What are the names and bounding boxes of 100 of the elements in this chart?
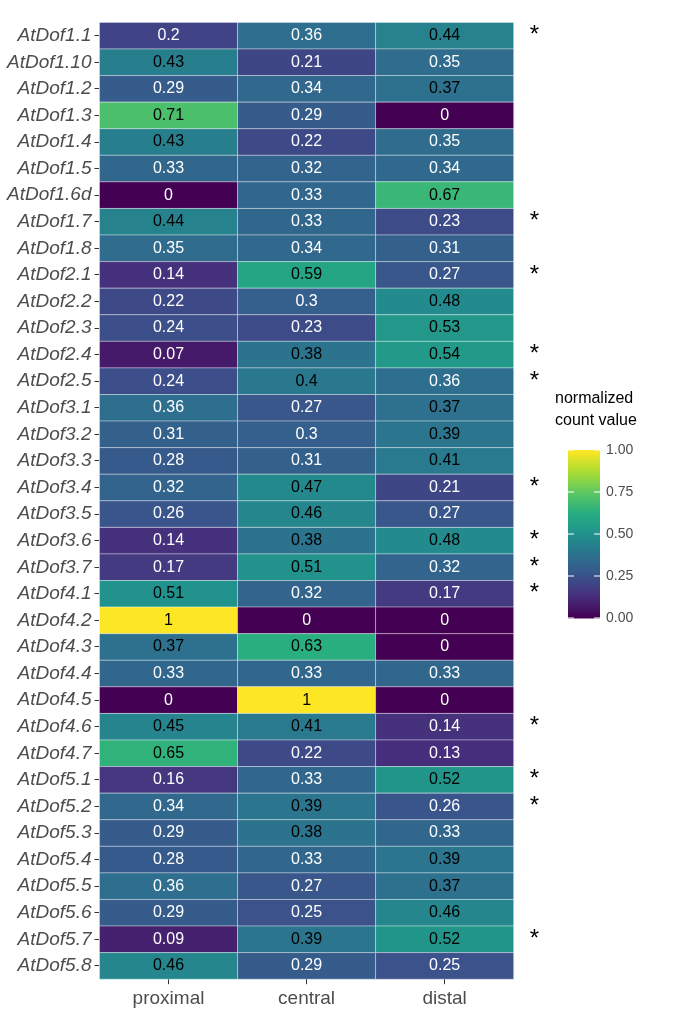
y-tick-label: AtDof4.1 — [16, 582, 92, 604]
data-label: 0.32 — [291, 584, 323, 602]
y-tick-label: AtDof1.5 — [16, 156, 92, 178]
data-label: 0.26 — [152, 504, 185, 522]
y2-tick-label: * — [529, 551, 539, 579]
y2-tick-label: * — [529, 791, 539, 819]
y-tick-label: AtDof3.7 — [16, 555, 93, 577]
data-label: 0.44 — [152, 212, 185, 230]
data-label: 0.39 — [429, 424, 461, 442]
y-tick-label: AtDof5.7 — [16, 927, 93, 949]
data-label: 0.43 — [152, 52, 185, 70]
data-label: 0.29 — [291, 105, 323, 123]
data-label: 0.31 — [152, 424, 185, 442]
data-label: 0.3 — [295, 291, 318, 309]
data-label: 0.39 — [429, 850, 461, 868]
y-tick-label: AtDof2.5 — [16, 369, 92, 391]
data-label: 0.34 — [291, 238, 323, 256]
data-label: 0.27 — [291, 398, 323, 416]
data-label: 0.36 — [429, 371, 461, 389]
data-label: 0.47 — [291, 477, 323, 495]
data-label: 0.45 — [152, 717, 185, 735]
y-tick-label: AtDof1.3 — [16, 103, 92, 125]
data-label: 0.37 — [152, 637, 185, 655]
data-label: 0.39 — [291, 796, 323, 814]
data-label: 0.13 — [429, 743, 461, 761]
data-label: 0.48 — [429, 291, 461, 309]
x-tick-label: distal — [422, 986, 467, 1008]
data-label: 0.44 — [429, 26, 461, 44]
data-label: 0.38 — [291, 345, 323, 363]
data-label: 0 — [164, 690, 174, 708]
y2-tick-label: * — [529, 339, 539, 367]
data-label: 0.33 — [429, 663, 461, 681]
data-label: 0.17 — [152, 557, 185, 575]
data-label: 0 — [440, 690, 450, 708]
y-tick-label: AtDof4.3 — [16, 635, 92, 657]
y-tick-label: AtDof1.10 — [6, 50, 92, 72]
data-label: 0.22 — [291, 132, 323, 150]
data-label: 0.32 — [152, 477, 185, 495]
data-label: 0.25 — [291, 903, 323, 921]
data-label: 0.07 — [152, 345, 185, 363]
data-label: 0.41 — [291, 717, 323, 735]
data-label: 0.29 — [152, 903, 185, 921]
y-tick-label: AtDof5.3 — [16, 821, 92, 843]
y-tick-label: AtDof2.2 — [16, 289, 92, 311]
data-label: 0.21 — [291, 52, 323, 70]
y2-tick-label: * — [529, 365, 539, 393]
y-tick-label: AtDof1.7 — [16, 210, 93, 232]
data-label: 0.36 — [291, 26, 323, 44]
data-label: 0.21 — [429, 477, 461, 495]
data-label: 0.2 — [157, 26, 180, 44]
data-label: 0 — [440, 637, 450, 655]
y2-tick-label: * — [529, 578, 539, 606]
data-label: 0.36 — [152, 876, 185, 894]
data-label: 0.51 — [152, 584, 185, 602]
data-label: 0.38 — [291, 531, 323, 549]
data-label: 0.24 — [152, 371, 185, 389]
y-tick-label: AtDof5.8 — [16, 954, 92, 976]
data-label: 0.25 — [429, 956, 461, 974]
data-label: 0.46 — [291, 504, 323, 522]
data-label: 0.3 — [295, 424, 318, 442]
y2-tick-label: * — [529, 525, 539, 553]
data-label: 0.14 — [152, 531, 185, 549]
data-label: 0.59 — [291, 265, 323, 283]
x-tick-label: proximal — [132, 986, 205, 1008]
y-tick-label: AtDof5.2 — [16, 794, 92, 816]
data-label: 0.39 — [291, 929, 323, 947]
data-label: 0.33 — [291, 663, 323, 681]
y2-tick-label: * — [529, 472, 539, 500]
y2-tick-label: * — [529, 20, 539, 48]
data-label: 0 — [440, 105, 450, 123]
y-tick-label: AtDof4.2 — [16, 608, 92, 630]
data-label: 0.22 — [291, 743, 323, 761]
data-label: 0.43 — [152, 132, 185, 150]
data-label: 0.34 — [429, 158, 461, 176]
data-label: 0.09 — [152, 929, 185, 947]
color-bar-label: 0.50 — [606, 524, 634, 541]
y-tick-label: AtDof2.3 — [16, 316, 92, 338]
y-tick-label: AtDof5.5 — [16, 874, 92, 896]
data-label: 0.33 — [291, 850, 323, 868]
y2-tick-label: * — [529, 923, 539, 951]
y-tick-label: AtDof3.6 — [16, 528, 92, 550]
y-tick-label: AtDof3.4 — [16, 475, 92, 497]
data-label: 0.27 — [429, 265, 461, 283]
data-label: 0.27 — [429, 504, 461, 522]
y-tick-label: AtDof5.6 — [16, 901, 92, 923]
data-label: 0.65 — [152, 743, 185, 761]
y-tick-label: AtDof1.2 — [16, 77, 92, 99]
data-label: 0 — [440, 610, 450, 628]
data-label: 0.37 — [429, 876, 461, 894]
data-label: 0.33 — [152, 158, 185, 176]
y-tick-label: AtDof3.2 — [16, 422, 92, 444]
y-tick-label: AtDof5.4 — [16, 847, 92, 869]
data-label: 0.67 — [429, 185, 461, 203]
data-label: 0.46 — [152, 956, 185, 974]
data-label: 0.17 — [429, 584, 461, 602]
color-bar-label: 1.00 — [606, 440, 634, 457]
data-label: 0.33 — [291, 770, 323, 788]
y-tick-label: AtDof4.7 — [16, 741, 93, 763]
data-label: 0.36 — [152, 398, 185, 416]
data-label: 0.24 — [152, 318, 185, 336]
